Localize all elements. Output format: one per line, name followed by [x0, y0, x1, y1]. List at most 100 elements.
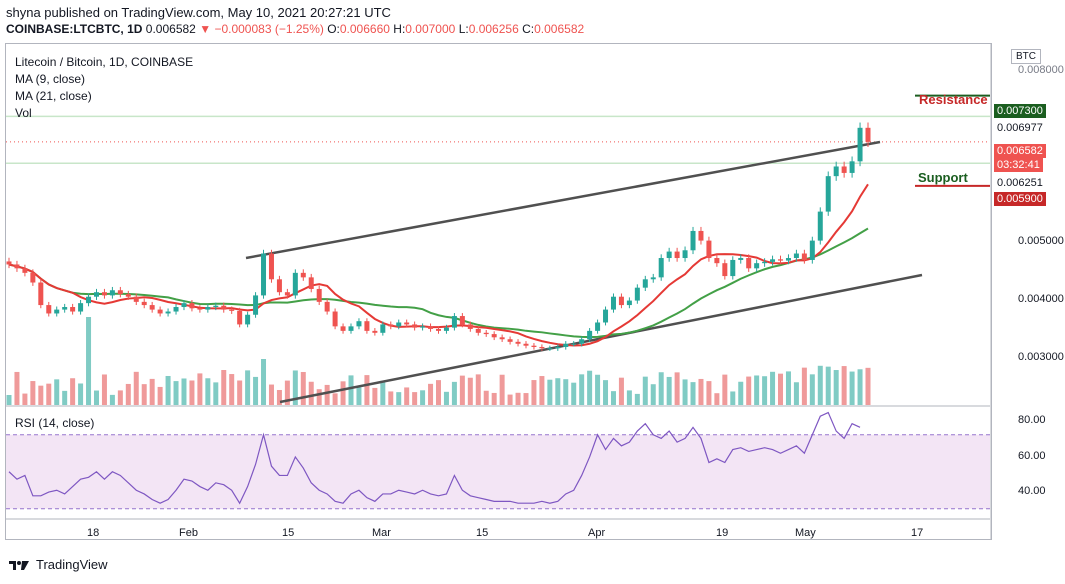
- time-tick: 17: [911, 527, 924, 539]
- candle-body: [555, 346, 561, 349]
- candle-body: [762, 261, 768, 264]
- candle-body: [690, 230, 696, 251]
- volume-bar: [388, 391, 394, 405]
- volume-bar: [730, 391, 736, 405]
- volume-bar: [181, 378, 187, 405]
- volume-bar: [706, 381, 712, 405]
- volume-bar: [149, 378, 155, 405]
- candle-body: [547, 348, 553, 350]
- volume-bar: [38, 385, 44, 405]
- candle-body: [253, 295, 259, 315]
- candle-body: [579, 339, 585, 344]
- volume-bar: [762, 376, 768, 405]
- candle-body: [714, 258, 720, 264]
- volume-bar: [396, 392, 402, 405]
- volume-bar: [618, 377, 624, 405]
- brand-name: TradingView: [36, 557, 108, 572]
- rsi-legend: RSI (14, close): [15, 416, 95, 430]
- volume-bar: [507, 394, 513, 405]
- candle-body: [268, 253, 274, 280]
- candle-body: [189, 303, 195, 309]
- volume-bar: [284, 380, 290, 405]
- candle-body: [539, 346, 545, 349]
- volume-bar: [348, 375, 354, 405]
- candle-body: [292, 272, 298, 296]
- candle-body: [849, 161, 855, 173]
- last-price-badge: 0.006582: [994, 144, 1046, 158]
- rsi-tick: 60.00: [1018, 450, 1046, 462]
- candle-body: [86, 296, 92, 304]
- volume-bar: [634, 393, 640, 405]
- low-label: L:: [458, 22, 469, 36]
- candle-body: [332, 311, 338, 327]
- volume-bar: [483, 390, 489, 405]
- candle-body: [610, 296, 616, 310]
- rsi-line: [8, 411, 861, 505]
- candle-body: [205, 307, 211, 310]
- volume-bar: [746, 376, 752, 405]
- volume-bar: [253, 376, 259, 405]
- volume-bar: [340, 381, 346, 405]
- close-value: 0.006582: [534, 22, 585, 36]
- legend-title: Litecoin / Bitcoin, 1D, COINBASE: [15, 55, 194, 69]
- volume-bar: [300, 371, 306, 405]
- candle-body: [213, 305, 219, 308]
- volume-bar: [682, 379, 688, 405]
- candle-body: [412, 324, 418, 328]
- support-label: Support: [918, 170, 968, 185]
- time-tick: Mar: [372, 527, 391, 539]
- candle-body: [483, 332, 489, 335]
- candle-body: [340, 326, 346, 331]
- candle-body: [563, 343, 569, 347]
- volume-bar: [276, 389, 282, 405]
- legend-ma21: MA (21, close): [15, 89, 92, 103]
- volume-bar: [221, 370, 227, 405]
- candle-body: [78, 303, 84, 312]
- volume-bar: [420, 390, 426, 405]
- volume-bar: [173, 381, 179, 405]
- volume-bar: [62, 390, 68, 405]
- symbol-label: COINBASE:LTCBTC, 1D: [6, 22, 143, 36]
- candle-body: [475, 328, 481, 333]
- volume-bar: [539, 376, 545, 405]
- time-tick: 15: [282, 527, 295, 539]
- candle-body: [666, 251, 672, 259]
- candle-body: [276, 279, 282, 293]
- volume-bar: [157, 386, 163, 405]
- footer-brand[interactable]: TradingView: [8, 557, 108, 572]
- candle-body: [133, 296, 139, 302]
- candle-body: [420, 326, 426, 328]
- candle-body: [467, 324, 473, 329]
- volume-bar: [523, 393, 529, 405]
- volume-bar: [778, 373, 784, 405]
- candle-body: [237, 310, 243, 325]
- candle-body: [491, 334, 497, 338]
- candle-body: [650, 277, 656, 280]
- volume-bar: [54, 379, 60, 405]
- countdown-badge: 03:32:41: [994, 158, 1043, 172]
- candle-body: [523, 343, 529, 346]
- candle-body: [300, 272, 306, 278]
- close-label: C:: [522, 22, 535, 36]
- candle-body: [165, 311, 171, 314]
- time-tick: 18: [87, 527, 100, 539]
- candle-body: [245, 314, 251, 325]
- volume-bar: [666, 376, 672, 405]
- channel-upper-line: [245, 140, 881, 260]
- candle-body: [404, 322, 410, 325]
- candle-body: [308, 277, 314, 289]
- volume-bar: [197, 373, 203, 405]
- hline-high-badge: 0.006977: [994, 121, 1046, 135]
- volume-bar: [14, 371, 20, 405]
- candle-body: [738, 258, 744, 260]
- candle-body: [380, 324, 386, 333]
- currency-button[interactable]: BTC: [1011, 49, 1041, 64]
- candle-body: [22, 268, 28, 273]
- volume-bar: [46, 383, 52, 405]
- volume-bar: [674, 372, 680, 405]
- price-tick: 0.003000: [1018, 351, 1064, 363]
- volume-bar: [6, 395, 12, 405]
- high-value: 0.007000: [405, 22, 456, 36]
- volume-bar: [563, 379, 569, 405]
